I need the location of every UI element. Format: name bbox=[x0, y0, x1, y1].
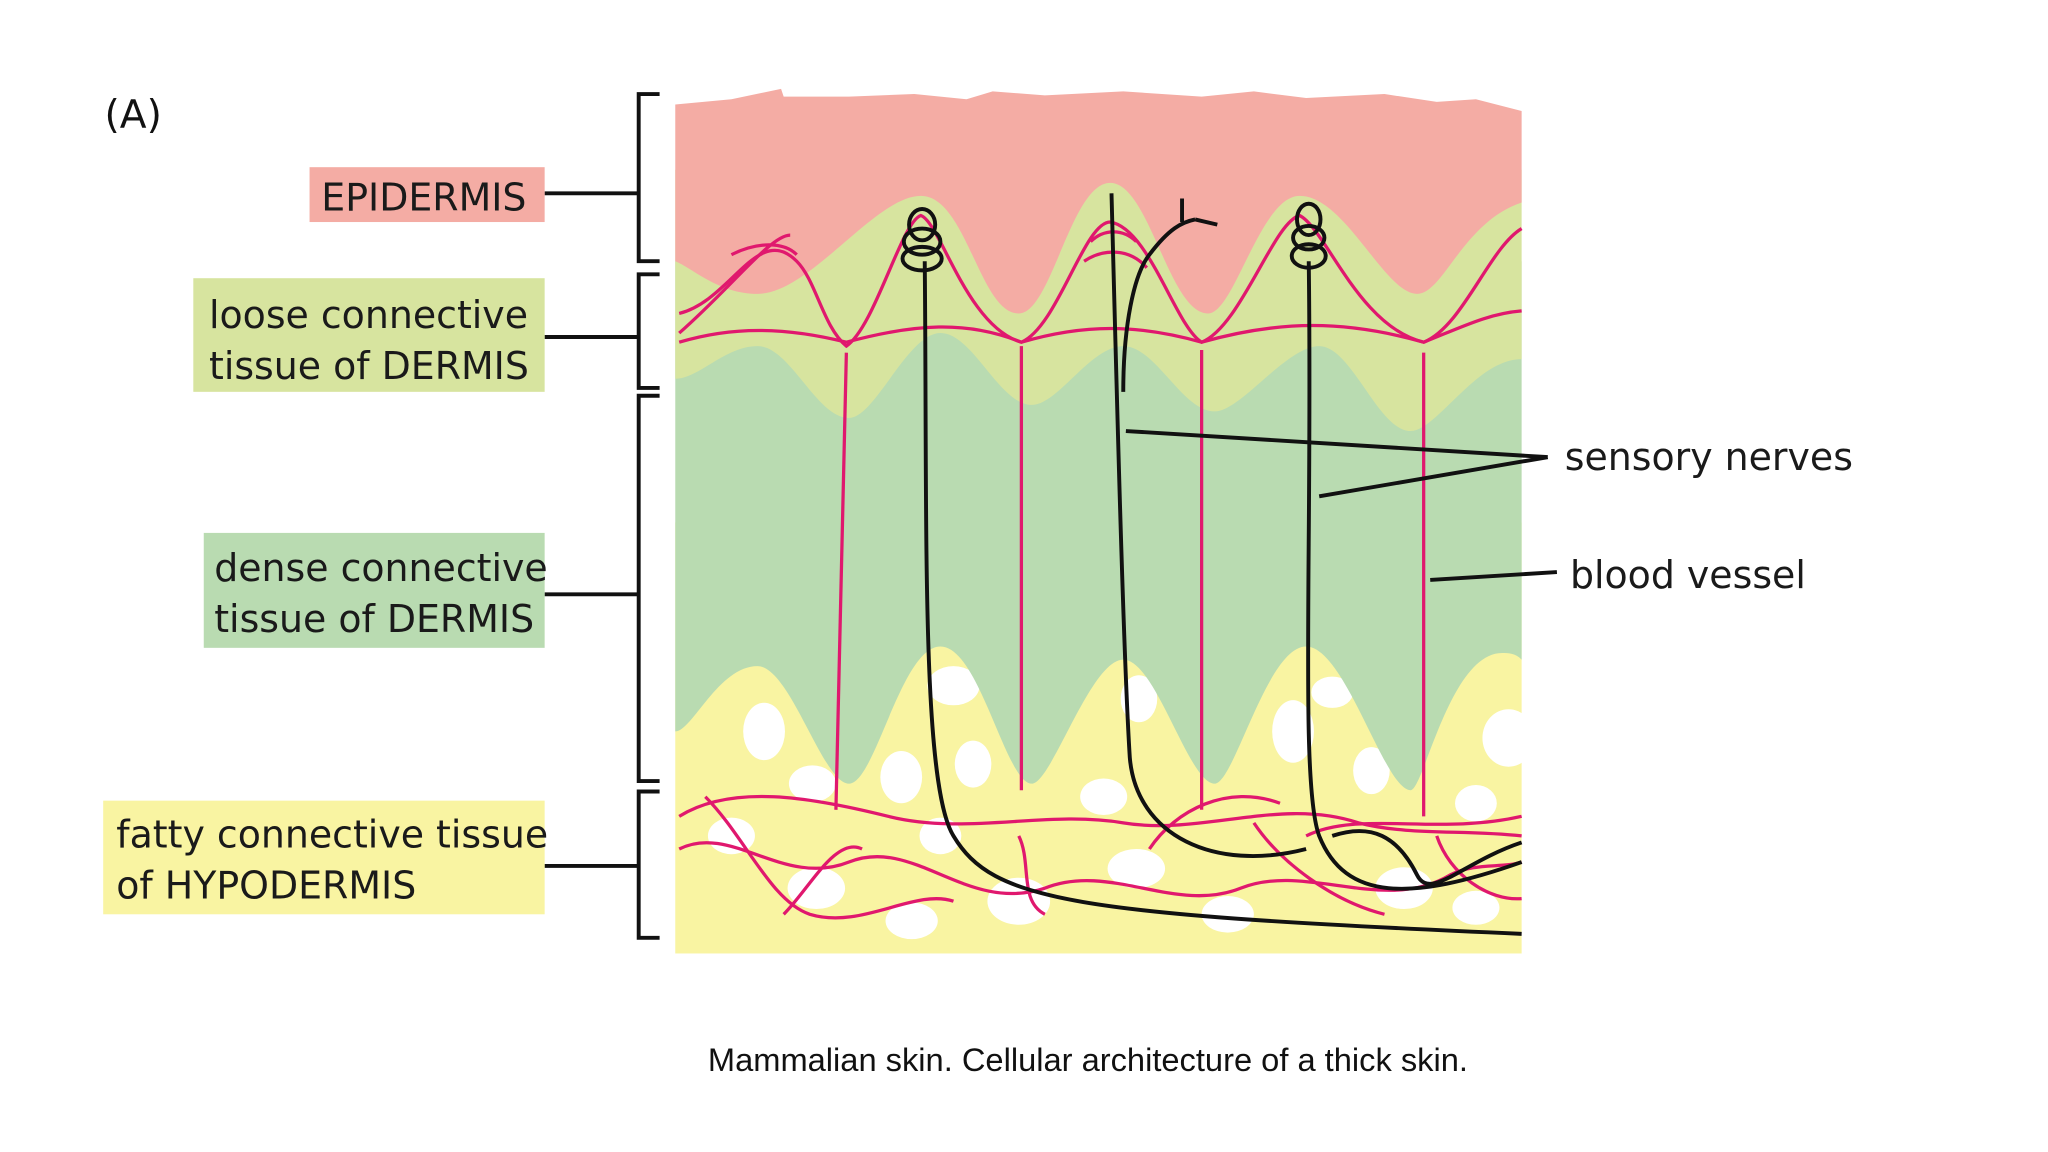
panel-label: (A) bbox=[104, 93, 161, 138]
layer-label: loose connective bbox=[209, 293, 528, 337]
callout-label: blood vessel bbox=[1570, 553, 1806, 597]
callout-lines bbox=[1125, 429, 1558, 582]
layer-label: of HYPODERMIS bbox=[116, 864, 416, 908]
loose-label-box bbox=[193, 278, 545, 392]
epidermis-region bbox=[675, 88, 1522, 314]
layer-label: dense connective bbox=[214, 546, 548, 590]
epidermis-label-box bbox=[309, 167, 545, 223]
callout-label: sensory nerves bbox=[1565, 435, 1853, 479]
skin-section bbox=[675, 88, 1535, 954]
layer-label: tissue of DERMIS bbox=[214, 597, 534, 641]
caption: Mammalian skin. Cellular architecture of… bbox=[708, 1041, 1468, 1078]
layer-label: tissue of DERMIS bbox=[209, 344, 529, 388]
sensory-nerve-fibres bbox=[900, 193, 1523, 936]
blood-vessels bbox=[678, 213, 1523, 920]
layer-label: fatty connective tissue bbox=[116, 813, 548, 857]
dense-label-box bbox=[203, 532, 545, 648]
fatty-label-box bbox=[103, 800, 545, 915]
layer-label: EPIDERMIS bbox=[321, 175, 526, 219]
brackets bbox=[544, 92, 660, 940]
